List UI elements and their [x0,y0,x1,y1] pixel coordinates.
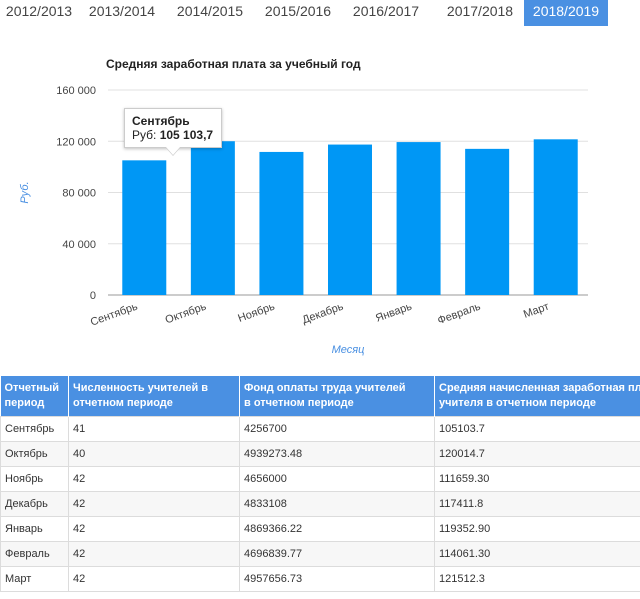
table-cell: 42 [68,491,240,517]
table-cell: 117411.8 [434,491,640,517]
table-cell: 120014.7 [434,441,640,467]
tab-year-3[interactable]: 2015/2016 [264,3,332,19]
table-cell: 42 [68,541,240,567]
year-tabs: 2012/2013 2013/2014 2014/2015 2015/2016 2016… [0,0,640,26]
tooltip-arrow [166,147,180,155]
x-axis-title: Месяц [332,344,365,356]
tab-year-0[interactable]: 2012/2013 [5,3,73,19]
table-cell: 41 [68,416,240,442]
table-row: Март 42 4957656.73 121512.3 [0,566,640,592]
tab-year-6[interactable]: 2018/2019 [524,0,608,26]
table-row: Январь 42 4869366.22 119352.90 [0,516,640,542]
table-cell: 42 [68,516,240,542]
table-row: Сентябрь 41 4256700 105103.7 [0,416,640,442]
x-tick-label: Ноябрь [236,300,276,324]
table-cell: 4939273.48 [239,441,435,467]
table-cell: 105103.7 [434,416,640,442]
tab-year-1[interactable]: 2013/2014 [88,3,156,19]
table-cell: 4957656.73 [239,566,435,592]
bar-1[interactable] [190,141,235,295]
table-cell: Февраль [0,541,69,567]
y-tick-label: 40 000 [62,239,96,251]
table-cell: 114061.30 [434,541,640,567]
table-cell: 4656000 [239,466,435,492]
y-tick-label: 80 000 [62,188,96,200]
table-cell: Март [0,566,69,592]
table-cell: 111659.30 [434,466,640,492]
chart-tooltip: Сентябрь Руб: 105 103,7 [124,108,222,148]
bar-3[interactable] [328,144,372,295]
tooltip-label: Руб: [132,128,157,142]
x-tick-label: Октябрь [164,300,208,326]
table-cell: Ноябрь [0,466,69,492]
table-cell: 42 [68,466,240,492]
y-tick-label: 120 000 [56,136,96,148]
table-row: Ноябрь 42 4656000 111659.30 [0,466,640,492]
table-cell: 42 [68,566,240,592]
bar-5[interactable] [465,148,510,295]
salary-bar-chart: 0 40 000 80 000 120 000 160 000 Сентябрь Октяб… [19,85,588,356]
table-cell: 4256700 [239,416,435,442]
chart-title: Средняя заработная плата за учебный год [106,57,361,71]
table-cell: 4869366.22 [239,516,435,542]
table-header-cell: Фонд оплаты труда учителей в отчетном пер… [239,376,435,417]
tab-year-5[interactable]: 2017/2018 [446,3,514,19]
table-header-cell: Средняя начисленная заработная плата учит… [434,376,640,417]
table-row: Февраль 42 4696839.77 114061.30 [0,541,640,567]
table-cell: 4696839.77 [239,541,435,567]
bar-0[interactable] [122,160,167,295]
x-tick-label: Февраль [436,300,482,327]
y-axis-title: Руб. [19,181,31,203]
tab-year-4[interactable]: 2016/2017 [352,3,420,19]
table-cell: Сентябрь [0,416,69,442]
tab-year-2[interactable]: 2014/2015 [176,3,244,19]
tooltip-title: Сентябрь [132,114,190,128]
table-cell: 121512.3 [434,566,640,592]
x-tick-label: Сентябрь [89,300,140,328]
table-header-row: Отчетный период Численность учителей в отче… [0,376,640,417]
y-tick-label: 160 000 [56,85,96,97]
bar-6[interactable] [533,139,578,295]
x-tick-label: Январь [374,300,414,324]
table-cell: 4833108 [239,491,435,517]
y-tick-label: 0 [90,290,96,302]
table-cell: 40 [68,441,240,467]
tooltip-value: 105 103,7 [159,128,214,142]
table-header-cell: Численность учителей в отчетном периоде [68,376,240,417]
table-cell: 119352.90 [434,516,640,542]
table-header-cell: Отчетный период [0,376,69,417]
table-cell: Январь [0,516,69,542]
bar-2[interactable] [259,151,304,295]
salary-table: Отчетный период Численность учителей в отче… [0,376,640,592]
table-row: Октябрь 40 4939273.48 120014.7 [0,441,640,467]
bar-4[interactable] [396,142,441,295]
table-cell: Октябрь [0,441,69,467]
x-tick-label: Декабрь [301,300,346,326]
x-tick-label: Март [522,301,551,321]
table-row: Декабрь 42 4833108 117411.8 [0,491,640,517]
table-cell: Декабрь [0,491,69,517]
